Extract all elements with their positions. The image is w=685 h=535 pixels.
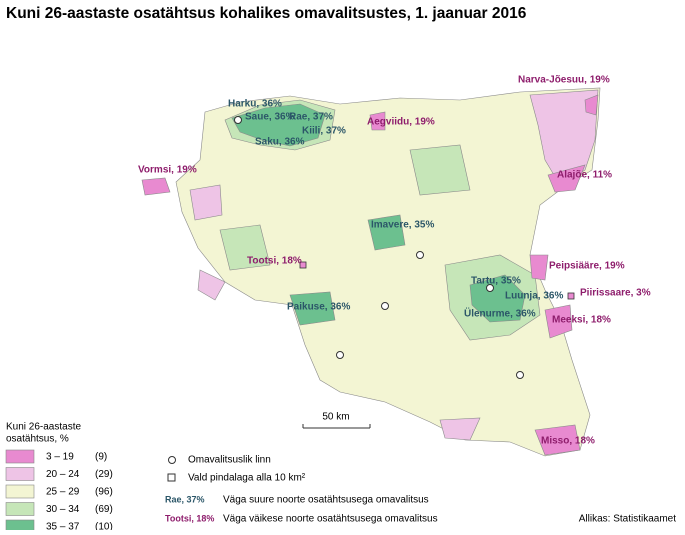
town (336, 351, 344, 359)
town (516, 371, 524, 379)
legend: Kuni 26-aastaste osatähtsus, % 3 – 19 (9)… (5, 422, 676, 534)
legend-swatch (5, 502, 35, 516)
region (529, 254, 549, 281)
title: Kuni 26-aastaste osatähtsus kohalikes om… (6, 5, 527, 22)
region (289, 291, 336, 326)
label: Tartu, 35% (471, 276, 521, 287)
label: Saue, 36% (245, 112, 295, 123)
legend-count: (9) (95, 452, 107, 463)
town-symbol (168, 456, 176, 464)
legend-count: (29) (95, 469, 113, 480)
legend-swatch (5, 519, 35, 534)
label: Rae, 37% (289, 112, 333, 123)
small-parish (567, 292, 575, 300)
region (367, 214, 406, 251)
label: Piirissaare, 3% (580, 288, 651, 299)
region (197, 269, 226, 301)
label: Peipsiääre, 19% (549, 261, 625, 272)
legend-symbol: Omavalitsuslik linn (188, 455, 271, 466)
town (416, 251, 424, 259)
region (584, 94, 599, 116)
label: Tootsi, 18% (247, 256, 302, 267)
legend-swatch (5, 467, 35, 481)
legend-range: 30 – 34 (46, 504, 80, 515)
legend-range: 35 – 37 (46, 522, 80, 530)
label: Imavere, 35% (371, 220, 434, 231)
legend-title: osatähtsus, % (6, 434, 69, 445)
legend-range: 25 – 29 (46, 487, 80, 498)
region (189, 184, 223, 221)
label: Meeksi, 18% (552, 315, 611, 326)
region (409, 144, 471, 196)
label: Luunja, 36% (505, 291, 563, 302)
label: Harku, 36% (228, 99, 282, 110)
label: Vormsi, 19% (138, 165, 197, 176)
region (369, 111, 386, 131)
small-parish (299, 261, 307, 269)
region (439, 417, 481, 441)
town (234, 116, 242, 124)
town (381, 302, 389, 310)
legend-range: 20 – 24 (46, 469, 80, 480)
region (544, 304, 573, 339)
small-symbol (167, 473, 176, 482)
label: Aegviidu, 19% (367, 117, 435, 128)
legend-range: 3 – 19 (46, 452, 74, 463)
legend-classes: 3 – 19 (9) 20 – 24 (29) 25 – 29 (96) 30 – 34 (6… (5, 449, 113, 534)
region (547, 164, 586, 193)
label: Saku, 36% (255, 137, 305, 148)
label: Misso, 18% (541, 436, 595, 447)
map: 50 km (141, 87, 601, 457)
legend-swatch (5, 449, 35, 464)
legend-swatch (5, 484, 35, 499)
region (469, 274, 526, 323)
key-example: Rae, 37% (165, 494, 205, 504)
legend-count: (10) (95, 522, 113, 530)
mainland (175, 87, 601, 457)
label: Ülenurme, 36% (464, 307, 536, 320)
town (486, 284, 494, 292)
scale-label: 50 km (322, 412, 349, 423)
key-text: Väga suure noorte osatähtsusega omavalit… (223, 495, 429, 506)
label: Alajõe, 11% (557, 170, 612, 181)
island (141, 177, 171, 196)
source: Allikas: Statistikaamet (579, 514, 676, 525)
map-labels: Narva-Jõesuu, 19% Harku, 36% Saue, 36% R… (138, 75, 651, 447)
label: Narva-Jõesuu, 19% (518, 75, 610, 86)
key-text: Väga väikese noorte osatähtsusega omaval… (223, 514, 438, 525)
legend-title: Kuni 26-aastaste (6, 422, 81, 433)
legend-count: (96) (95, 487, 113, 498)
label: Paikuse, 36% (287, 302, 350, 313)
legend-count: (69) (95, 504, 113, 515)
legend-symbol: Vald pindalaga alla 10 km² (188, 473, 306, 484)
region (231, 103, 326, 147)
region (219, 224, 271, 271)
region (534, 424, 581, 456)
label: Kiili, 37% (302, 126, 346, 137)
key-example: Tootsi, 18% (165, 513, 214, 523)
